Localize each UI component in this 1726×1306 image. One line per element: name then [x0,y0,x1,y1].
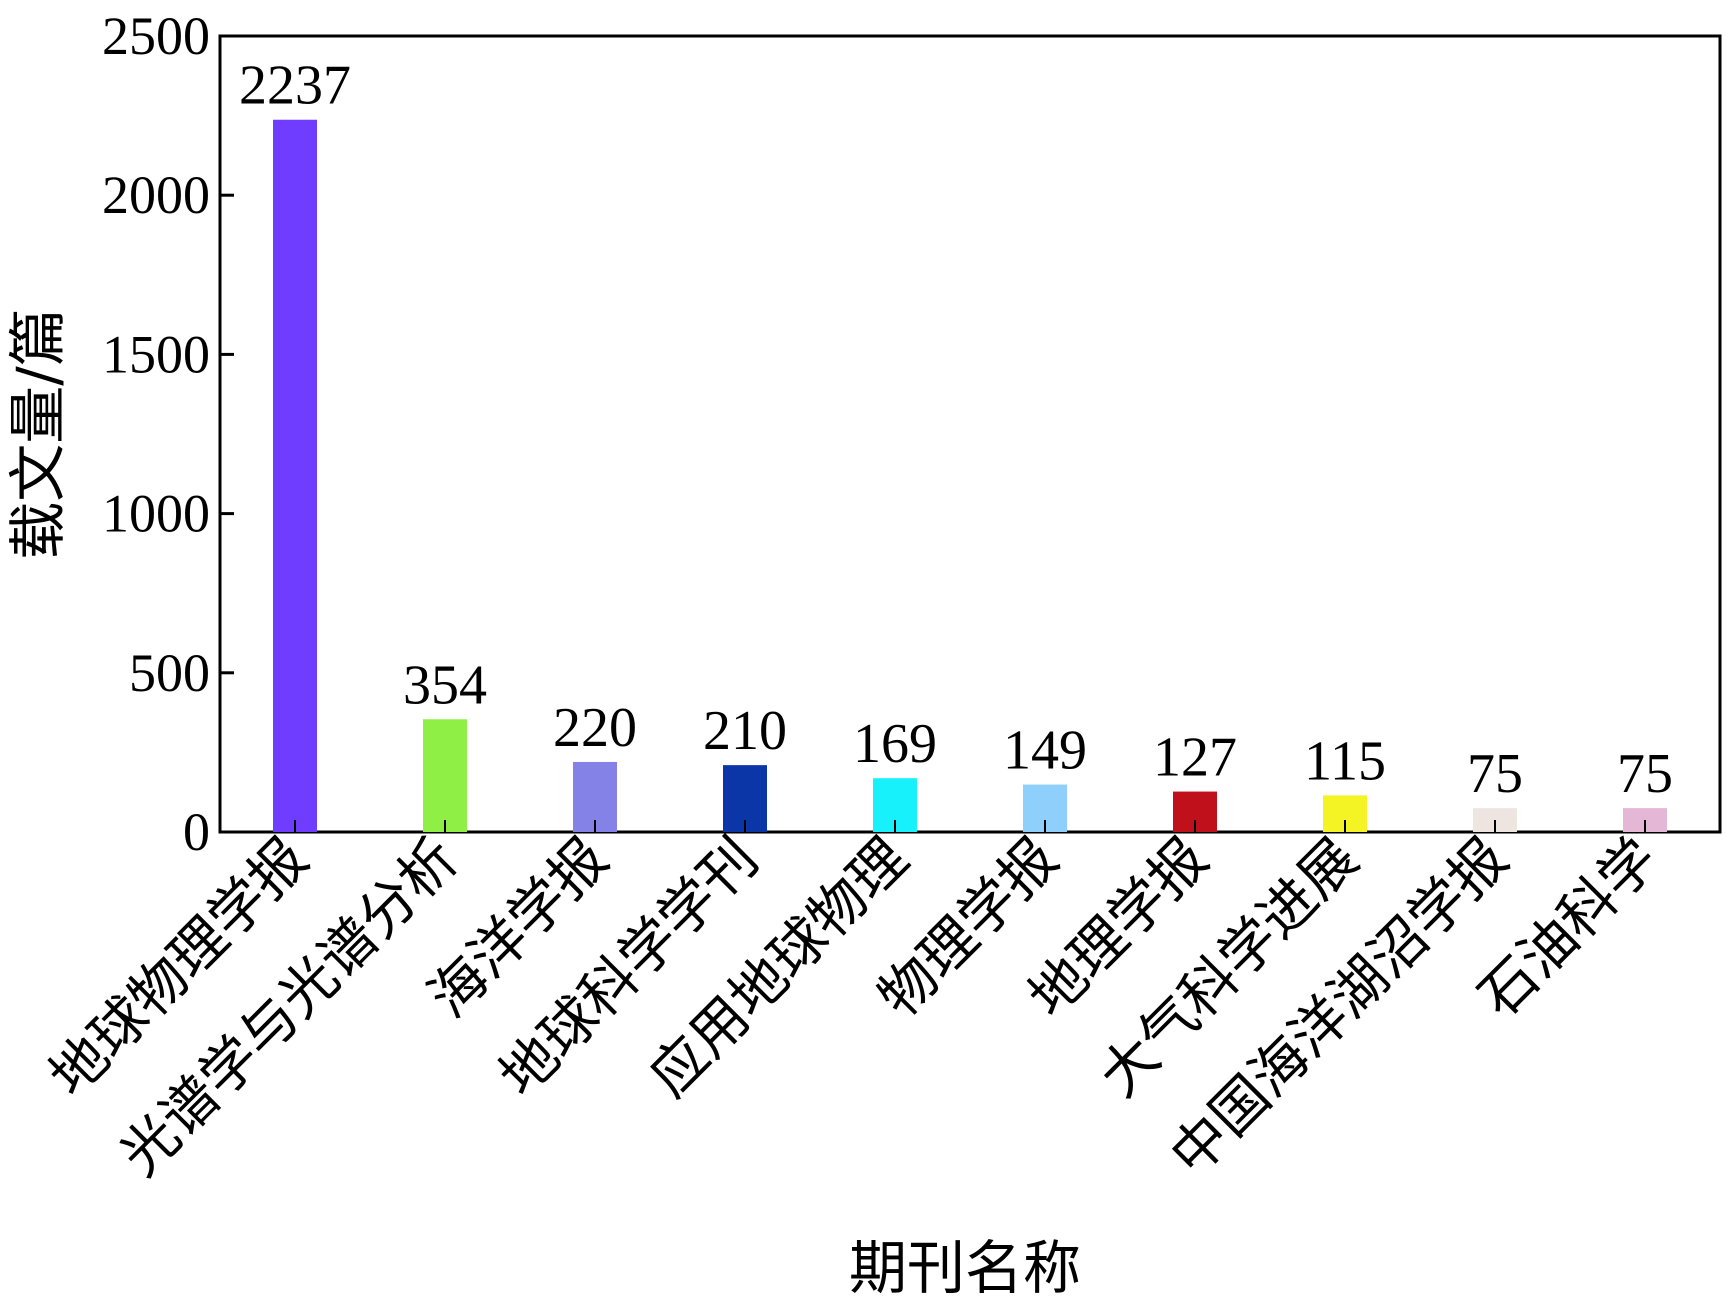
bar-value-label: 169 [853,713,937,775]
bar-value-label: 149 [1003,720,1087,782]
bar-value-label: 75 [1617,743,1673,805]
y-axis-title: 载文量/篇 [4,308,72,560]
bar-value-label: 2237 [239,55,351,117]
bar-value-label: 220 [553,697,637,759]
y-tick-label: 0 [183,802,210,862]
bar-value-label: 115 [1304,730,1386,792]
bar-value-label: 210 [703,700,787,762]
x-axis: 地球物理学报光谱学与光谱分析海洋学报地球科学学刊应用地球物理物理学报地理学报大气… [37,820,1671,1189]
bar-value-label: 75 [1467,743,1523,805]
y-tick-label: 2000 [102,165,210,225]
x-tick-label: 大气科学进展 [1087,826,1371,1110]
y-tick-label: 2500 [102,6,210,66]
bar-value-label: 127 [1153,727,1237,789]
x-tick-label: 应用地球物理 [637,826,921,1110]
x-axis-title: 期刊名称 [849,1234,1081,1302]
bar [423,719,467,832]
value-labels: 2237 354 220 210 169 149 127 115 75 75 [239,55,1673,805]
y-tick-label: 500 [129,643,210,703]
bar-value-label: 354 [403,654,487,716]
y-tick-label: 1000 [102,484,210,544]
bar [273,119,317,832]
y-axis: 0 500 1000 1500 2000 2500 [102,6,234,862]
y-tick-label: 1500 [102,324,210,384]
plot-frame [218,34,1722,834]
bars [273,119,1667,832]
x-tick-label: 地球物理学报 [37,826,321,1110]
x-tick-label: 地球科学学刊 [487,826,771,1110]
